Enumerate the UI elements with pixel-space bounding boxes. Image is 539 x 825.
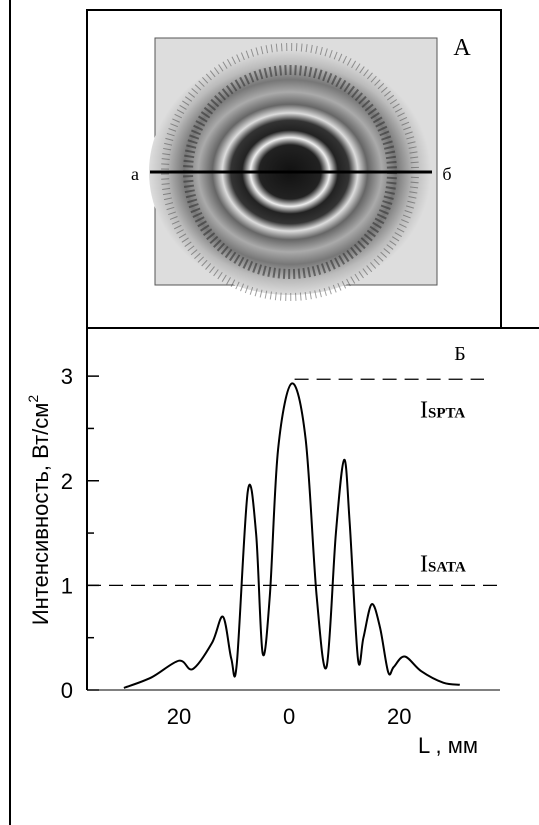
y-tick-label: 0 [61, 678, 73, 703]
y-label-text: Интенсивность, Вт/см [28, 403, 53, 626]
panel-letter: Б [454, 343, 465, 365]
scan-end: б [442, 164, 451, 184]
reference-label-sub: SPTA [428, 405, 465, 421]
y-label-sup: 2 [25, 395, 41, 403]
reference-label-main: I [420, 397, 428, 423]
y-axis-title: Интенсивность, Вт/см2 [25, 395, 53, 626]
x-tick-label: 20 [387, 704, 411, 729]
y-tick-label: 3 [61, 364, 73, 389]
reference-label: ISATA [420, 551, 466, 577]
x-tick-label: 0 [283, 704, 295, 729]
reference-label-main: I [420, 551, 428, 577]
y-tick-label: 1 [61, 573, 73, 598]
panel-letter: А [453, 35, 471, 61]
scan-start: а [131, 164, 139, 184]
x-axis-title: L , мм [418, 733, 478, 758]
y-tick-label: 2 [61, 469, 73, 494]
intensity-curve [123, 382, 460, 689]
reference-label-sub: SATA [428, 559, 466, 575]
reference-label: ISPTA [420, 397, 465, 423]
x-tick-label: 20 [167, 704, 191, 729]
